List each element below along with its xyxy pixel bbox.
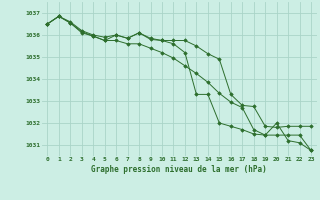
- X-axis label: Graphe pression niveau de la mer (hPa): Graphe pression niveau de la mer (hPa): [91, 165, 267, 174]
